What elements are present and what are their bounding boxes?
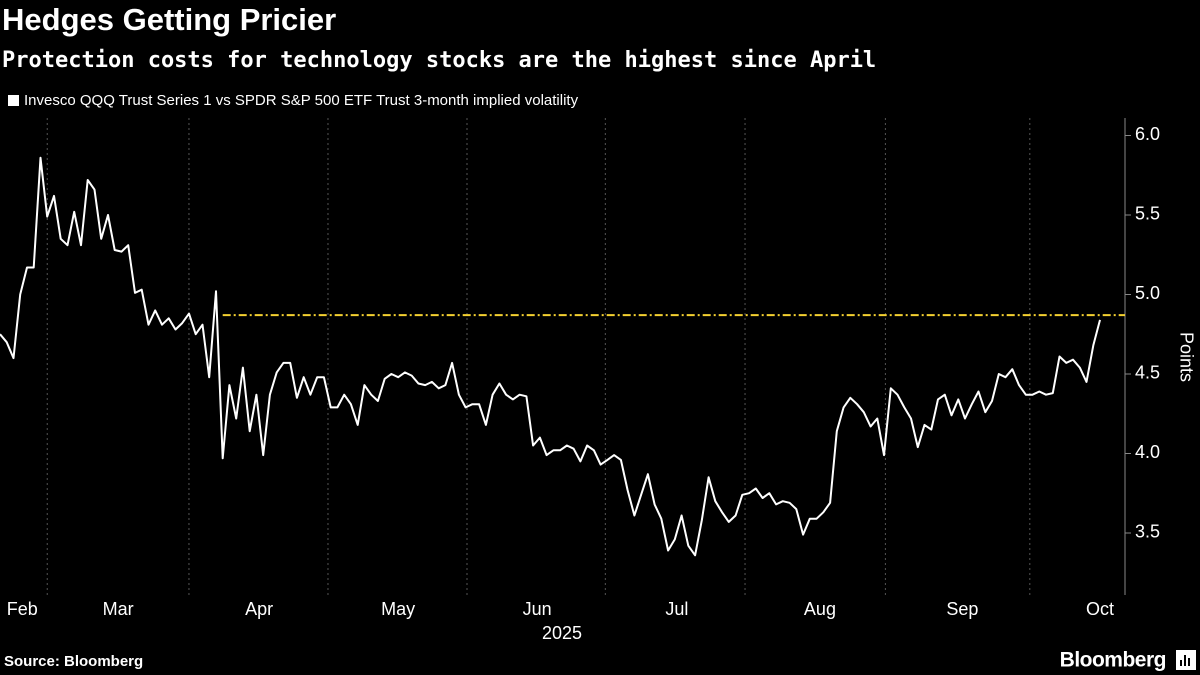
y-tick-label: 4.5 xyxy=(1135,363,1160,383)
brand-icon xyxy=(1176,650,1196,670)
y-axis-label: Points xyxy=(1176,332,1196,382)
brand: Bloomberg xyxy=(1060,649,1166,672)
x-tick-label: Mar xyxy=(103,599,134,619)
y-tick-label: 3.5 xyxy=(1135,522,1160,542)
chart-title: Hedges Getting Pricier xyxy=(2,2,336,37)
x-tick-label: May xyxy=(381,599,415,619)
y-tick-label: 4.0 xyxy=(1135,442,1160,462)
x-tick-label: Oct xyxy=(1086,599,1114,619)
x-tick-label: Sep xyxy=(946,599,978,619)
y-tick-label: 5.0 xyxy=(1135,283,1160,303)
y-tick-label: 6.0 xyxy=(1135,124,1160,144)
x-axis-label: 2025 xyxy=(542,623,582,643)
y-tick-label: 5.5 xyxy=(1135,204,1160,224)
x-tick-label: Feb xyxy=(7,599,38,619)
chart-subtitle: Protection costs for technology stocks a… xyxy=(2,48,876,73)
x-tick-label: Aug xyxy=(804,599,836,619)
source: Source: Bloomberg xyxy=(4,653,143,670)
legend-label: Invesco QQQ Trust Series 1 vs SPDR S&P 5… xyxy=(24,92,579,109)
legend-swatch xyxy=(8,95,19,106)
x-tick-label: Apr xyxy=(245,599,273,619)
x-tick-label: Jul xyxy=(665,599,688,619)
x-tick-label: Jun xyxy=(523,599,552,619)
series-line xyxy=(0,156,1101,557)
